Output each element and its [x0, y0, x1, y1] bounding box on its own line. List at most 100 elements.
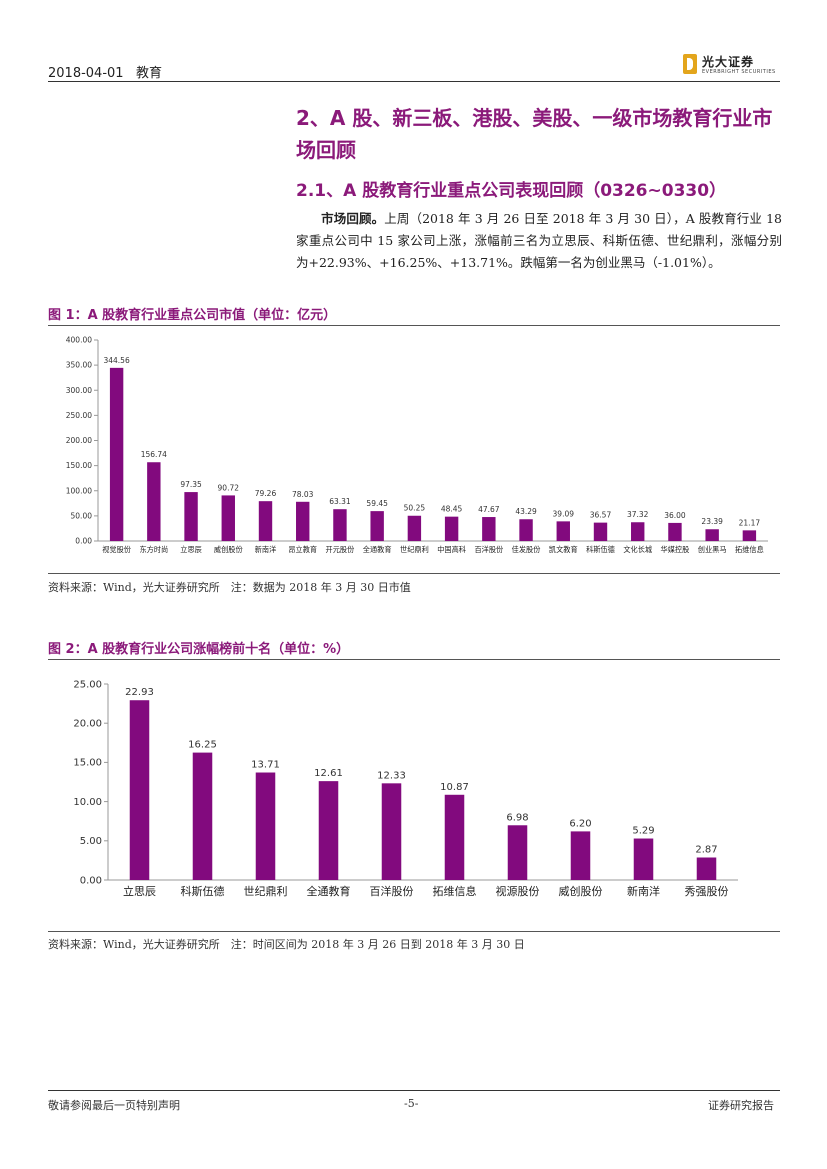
- bar-value-label: 78.03: [292, 490, 314, 499]
- footer-report-type: 证券研究报告: [708, 1099, 774, 1112]
- figure2-bottom-rule: [48, 931, 780, 932]
- bar: [593, 522, 608, 541]
- x-category-label: 凯文教育: [549, 545, 578, 554]
- bar-value-label: 16.25: [188, 740, 217, 751]
- x-category-label: 科斯伍德: [586, 545, 615, 554]
- bar-value-label: 63.31: [329, 497, 351, 506]
- figure2-top-rule: [48, 659, 780, 660]
- y-tick-label: 200.00: [66, 436, 92, 445]
- report-category: 教育: [135, 66, 162, 81]
- x-category-label: 视源股份: [496, 884, 540, 898]
- x-category-label: 东方时尚: [139, 545, 168, 554]
- x-category-label: 中国高科: [437, 545, 466, 554]
- x-category-label: 全通教育: [363, 545, 392, 554]
- bar: [444, 516, 459, 541]
- bar: [556, 521, 570, 541]
- x-category-label: 拓维信息: [433, 884, 477, 898]
- x-category-label: 新南洋: [255, 545, 277, 554]
- brand-logo-icon: [683, 54, 697, 74]
- x-category-label: 世纪鼎利: [244, 885, 288, 898]
- x-category-label: 全通教育: [307, 884, 351, 898]
- y-tick-label: 150.00: [66, 461, 92, 470]
- figure2-title: 图 2：A 股教育行业公司涨幅榜前十名（单位：%）: [48, 642, 350, 657]
- bar: [296, 501, 310, 541]
- x-category-label: 百洋股份: [474, 545, 503, 554]
- y-tick-label: 5.00: [80, 836, 102, 847]
- bar: [519, 519, 533, 541]
- figure1-bottom-rule: [48, 573, 780, 574]
- y-tick-label: 0.00: [75, 537, 92, 546]
- market-cap-bar-chart: 0.00 50.00 100.00 150.00 200.00 250.00 300.00 3…: [66, 336, 768, 554]
- x-category-label: 开元股份: [326, 545, 355, 554]
- figure2-source: 资料来源：Wind，光大证券研究所 注：时间区间为 2018 年 3 月 26 …: [48, 938, 525, 951]
- paragraph-body: 上周（2018 年 3 月 26 日至 2018 年 3 月 30 日），A 股…: [296, 211, 782, 270]
- bar-value-label: 5.29: [632, 826, 654, 837]
- y-tick-label: 15.00: [73, 758, 102, 769]
- y-tick-label: 400.00: [66, 336, 92, 345]
- bar-value-label: 13.71: [251, 760, 280, 771]
- market-review-paragraph: 市场回顾。上周（2018 年 3 月 26 日至 2018 年 3 月 30 日…: [296, 208, 782, 274]
- bar-value-label: 43.29: [515, 507, 537, 516]
- y-tick-label: 20.00: [73, 719, 102, 730]
- bar-value-label: 36.00: [664, 511, 686, 520]
- x-category-label: 立思辰: [123, 884, 156, 898]
- page-number: -5-: [404, 1097, 419, 1110]
- bar: [705, 529, 719, 541]
- bar: [109, 367, 124, 541]
- brand-name: 光大证券: [702, 55, 755, 69]
- bar-value-label: 36.57: [590, 511, 612, 520]
- y-tick-label: 0.00: [80, 875, 102, 886]
- bar: [255, 772, 276, 880]
- section-subtitle: 2.1、A 股教育行业重点公司表现回顾（0326~0330）: [296, 181, 727, 201]
- bar: [742, 530, 757, 541]
- bar: [507, 825, 528, 880]
- bar-value-label: 39.09: [553, 509, 575, 518]
- bar: [221, 495, 235, 541]
- x-category-label: 佳发股份: [512, 545, 541, 554]
- bar-value-label: 23.39: [701, 517, 723, 526]
- bar: [482, 517, 496, 541]
- x-category-label: 昂立教育: [288, 545, 317, 554]
- figure1-top-rule: [48, 325, 780, 326]
- bar: [631, 522, 645, 541]
- bar: [381, 783, 402, 880]
- x-category-label: 创业黑马: [698, 545, 727, 554]
- footer-disclaimer: 敬请参阅最后一页特别声明: [48, 1099, 180, 1112]
- x-category-label: 威创股份: [559, 885, 603, 898]
- x-category-label: 秀强股份: [685, 885, 729, 898]
- bar: [192, 752, 213, 880]
- y-tick-label: 50.00: [71, 511, 93, 520]
- bar-value-label: 47.67: [478, 505, 500, 514]
- bar-value-label: 48.45: [441, 505, 463, 514]
- bar-value-label: 2.87: [695, 844, 717, 855]
- bar-value-label: 90.72: [218, 483, 240, 492]
- bar: [258, 501, 273, 541]
- x-category-label: 文化长城: [623, 545, 652, 554]
- bar-value-label: 10.87: [440, 782, 469, 793]
- y-tick-label: 300.00: [66, 386, 92, 395]
- x-category-label: 拓维信息: [735, 545, 764, 554]
- bar-value-label: 156.74: [141, 450, 167, 459]
- bar-value-label: 6.98: [506, 812, 528, 823]
- bar: [184, 492, 198, 541]
- bar: [318, 781, 339, 880]
- footer-divider: [48, 1090, 780, 1091]
- bar-value-label: 12.61: [314, 768, 343, 779]
- x-category-label: 视觉股份: [102, 545, 131, 554]
- paragraph-lead: 市场回顾。: [321, 211, 385, 226]
- bar-value-label: 50.25: [404, 504, 426, 513]
- header-divider: [48, 81, 780, 82]
- bar: [570, 831, 591, 880]
- bar: [370, 511, 384, 541]
- y-tick-label: 250.00: [66, 411, 92, 420]
- bar: [633, 838, 654, 880]
- section-title: 2、A 股、新三板、港股、美股、一级市场教育行业市场回顾: [296, 106, 773, 162]
- bar: [147, 462, 161, 541]
- x-category-label: 百洋股份: [370, 884, 414, 898]
- bar: [407, 515, 422, 541]
- x-category-label: 华媒控股: [661, 545, 690, 554]
- report-date: 2018-04-01: [48, 66, 124, 81]
- y-tick-label: 350.00: [66, 361, 92, 370]
- bar: [444, 794, 465, 880]
- top-gainers-bar-chart: 0.00 5.00 10.00 15.00 20.00 25.00 22.93 立思辰 16.2…: [73, 679, 738, 898]
